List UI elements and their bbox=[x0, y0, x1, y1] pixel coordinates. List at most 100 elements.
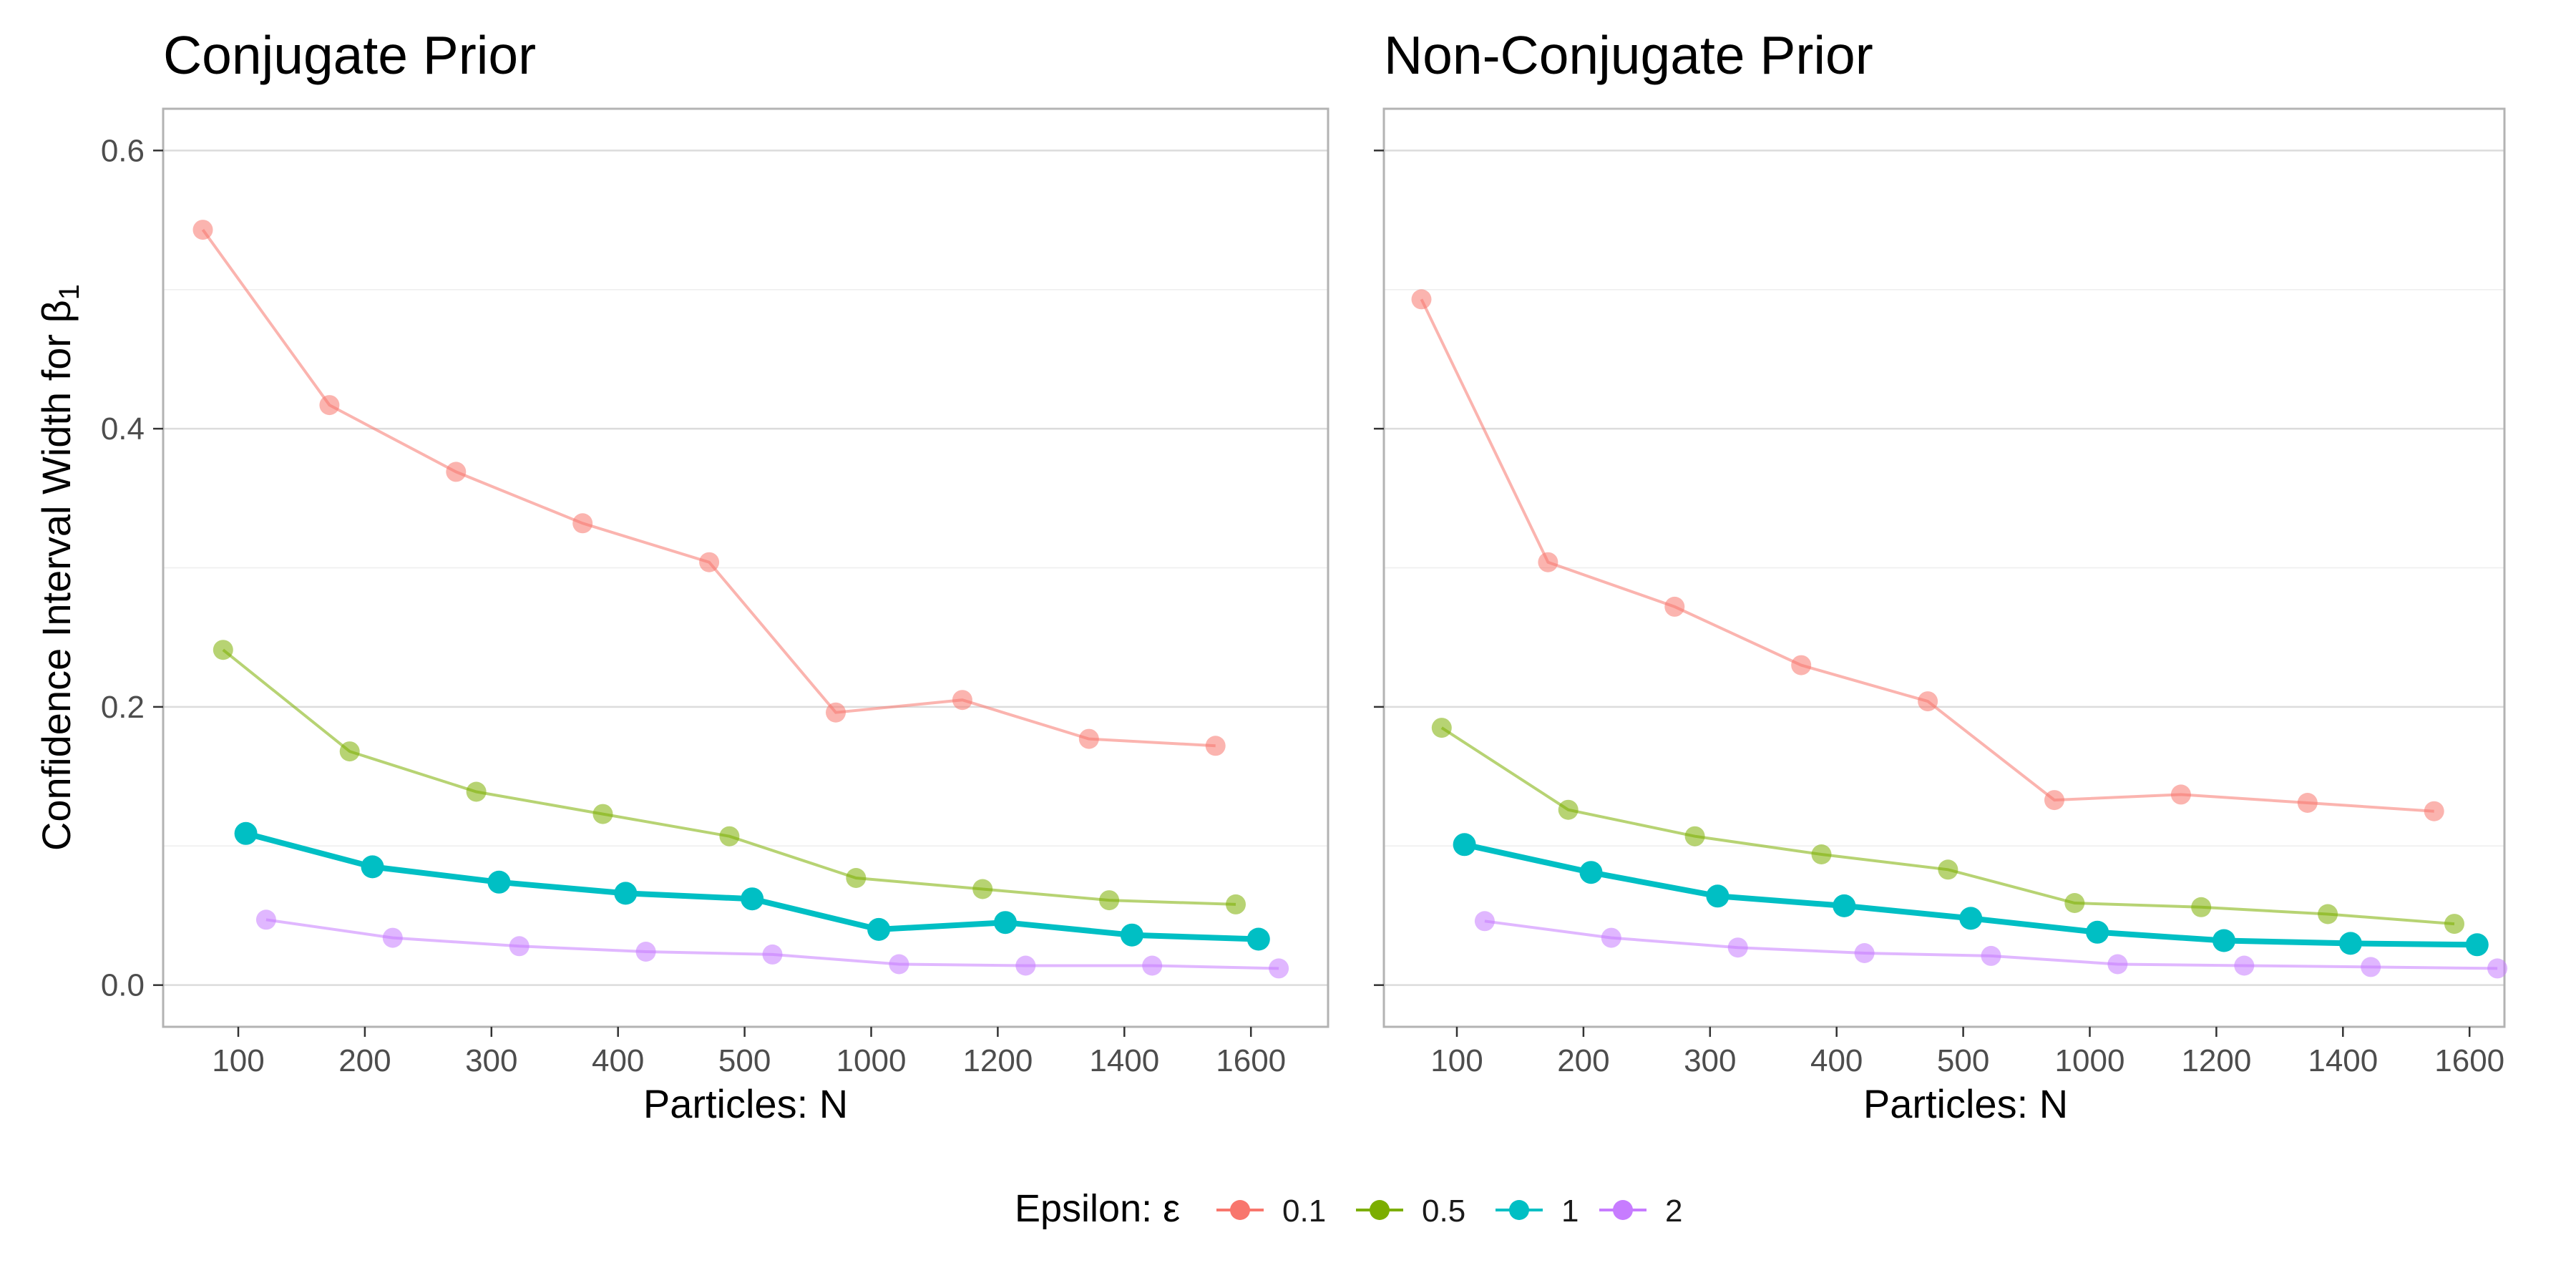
legend-title: Epsilon: ε bbox=[1015, 1187, 1180, 1230]
data-point bbox=[255, 909, 276, 930]
x-tick-label: 200 bbox=[1557, 1043, 1609, 1078]
panel-title: Non-Conjugate Prior bbox=[1384, 25, 1873, 85]
y-axis-title: Confidence Interval Width for β1 bbox=[34, 284, 85, 851]
plot-panel-border bbox=[162, 107, 1330, 1028]
data-point bbox=[2338, 932, 2362, 955]
data-point bbox=[446, 462, 467, 482]
data-point bbox=[1453, 833, 1476, 857]
grid bbox=[163, 150, 1328, 986]
x-tick-label: 300 bbox=[1684, 1043, 1736, 1078]
data-point bbox=[319, 395, 340, 416]
x-tick-label: 100 bbox=[1430, 1043, 1483, 1078]
data-point bbox=[1918, 691, 1938, 712]
data-point bbox=[1854, 943, 1875, 963]
data-point bbox=[614, 882, 638, 905]
panel-title: Conjugate Prior bbox=[163, 25, 536, 85]
data-point bbox=[2487, 958, 2508, 979]
series-line bbox=[1440, 726, 2455, 926]
data-point bbox=[2361, 957, 2381, 977]
legend-label: 0.5 bbox=[1422, 1194, 1465, 1229]
data-point bbox=[1791, 655, 1812, 675]
x-axis-title: Particles: N bbox=[643, 1081, 848, 1126]
data-point bbox=[509, 936, 530, 957]
series-line bbox=[1420, 298, 2434, 813]
data-point bbox=[1601, 927, 1621, 948]
data-point bbox=[382, 927, 403, 948]
data-point bbox=[487, 870, 511, 894]
x-tick-label: 1200 bbox=[962, 1043, 1033, 1078]
x-tick-label: 200 bbox=[338, 1043, 391, 1078]
series-eps-0.5 bbox=[1431, 718, 2464, 935]
series-line bbox=[245, 830, 1259, 942]
data-point bbox=[1142, 955, 1163, 976]
data-point bbox=[1120, 923, 1143, 947]
y-tick-label: 0.6 bbox=[101, 133, 145, 168]
data-point bbox=[889, 954, 909, 975]
series-line bbox=[201, 228, 1216, 748]
x-tick-label: 1600 bbox=[1216, 1043, 1286, 1078]
data-point bbox=[1833, 894, 1856, 917]
y-axis-title-subscript: 1 bbox=[54, 284, 85, 300]
x-tick-label: 400 bbox=[592, 1043, 644, 1078]
legend-key-point bbox=[1230, 1200, 1250, 1220]
y-tick-label: 0.2 bbox=[101, 690, 145, 725]
x-tick-label: 1000 bbox=[2055, 1043, 2125, 1078]
data-point bbox=[952, 690, 972, 711]
y-tick-label: 0.4 bbox=[101, 411, 145, 447]
legend-key-point bbox=[1509, 1200, 1529, 1220]
y-axis bbox=[1374, 150, 1384, 986]
data-point bbox=[762, 944, 783, 965]
data-point bbox=[1981, 945, 2001, 966]
series-layer bbox=[192, 220, 1289, 979]
data-point bbox=[2234, 955, 2255, 976]
legend-item-eps-0.5: 0.5 bbox=[1356, 1194, 1465, 1229]
data-point bbox=[1205, 736, 1226, 756]
data-point bbox=[2064, 893, 2085, 913]
data-point bbox=[2318, 904, 2338, 924]
series-layer bbox=[1411, 289, 2508, 979]
x-tick-label: 1400 bbox=[2308, 1043, 2378, 1078]
data-point bbox=[2107, 954, 2128, 975]
data-point bbox=[1078, 728, 1099, 749]
x-tick-label: 1600 bbox=[2434, 1043, 2504, 1078]
legend-label: 2 bbox=[1665, 1194, 1682, 1229]
data-point bbox=[994, 911, 1017, 935]
series-eps-0.1 bbox=[192, 220, 1226, 756]
data-point bbox=[1269, 958, 1289, 979]
data-point bbox=[1684, 826, 1705, 847]
x-axis: 100 200 300 400 500 1000 1200 1400 1600 bbox=[1430, 1027, 2504, 1078]
series-eps-1 bbox=[234, 821, 1270, 951]
series-eps-1 bbox=[1453, 833, 2489, 957]
data-point bbox=[1015, 955, 1036, 976]
data-point bbox=[572, 513, 593, 534]
data-point bbox=[2086, 920, 2109, 944]
y-axis-title-main: Confidence Interval Width for β bbox=[34, 300, 79, 851]
data-point bbox=[1411, 289, 1432, 310]
legend-items: 0.1 0.5 1 2 bbox=[1216, 1194, 1682, 1229]
data-point bbox=[719, 826, 740, 847]
data-point bbox=[1099, 890, 1120, 911]
data-point bbox=[2170, 784, 2191, 805]
data-point bbox=[1538, 552, 1558, 572]
data-point bbox=[1558, 799, 1579, 820]
series-eps-0.1 bbox=[1411, 289, 2444, 821]
data-point bbox=[1246, 927, 1270, 951]
data-point bbox=[592, 804, 613, 824]
data-point bbox=[2444, 914, 2464, 935]
data-point bbox=[699, 552, 720, 572]
legend-key-point bbox=[1613, 1200, 1633, 1220]
data-point bbox=[867, 917, 891, 941]
data-point bbox=[192, 220, 213, 240]
data-point bbox=[635, 942, 656, 962]
legend: Epsilon: ε 0.1 0.5 1 2 bbox=[1015, 1187, 1682, 1230]
data-point bbox=[741, 887, 764, 911]
x-axis: 100 200 300 400 500 1000 1200 1400 1600 bbox=[212, 1027, 1286, 1078]
data-point bbox=[2044, 790, 2064, 811]
x-tick-label: 100 bbox=[212, 1043, 264, 1078]
data-point bbox=[1226, 894, 1246, 914]
data-point bbox=[2424, 801, 2444, 821]
data-point bbox=[1664, 596, 1685, 617]
y-tick-label: 0.0 bbox=[101, 968, 145, 1003]
data-point bbox=[1959, 907, 1983, 930]
